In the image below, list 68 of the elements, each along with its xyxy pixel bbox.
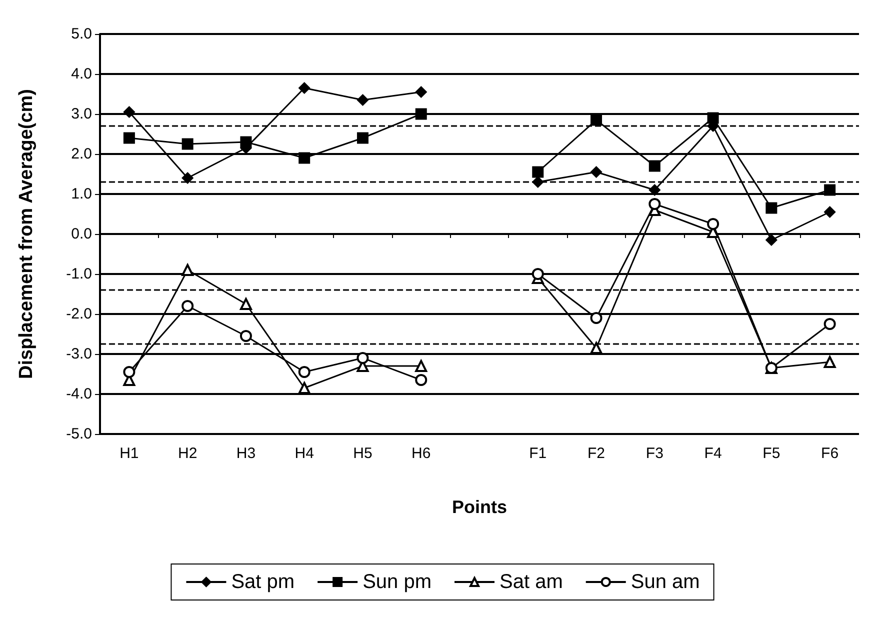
- point: [766, 234, 778, 246]
- x-axis-title: Points: [452, 497, 508, 517]
- point: [356, 352, 369, 364]
- x-tick-label: F3: [646, 445, 664, 462]
- point: [356, 132, 368, 144]
- x-tick-label: F5: [762, 445, 780, 462]
- point: [298, 82, 310, 94]
- point: [590, 166, 602, 178]
- point: [590, 342, 602, 354]
- point: [766, 202, 778, 214]
- point: [648, 184, 660, 196]
- point: [182, 264, 194, 276]
- point: [123, 106, 135, 118]
- point: [123, 132, 135, 144]
- point: [298, 366, 310, 378]
- x-tick-label: H4: [294, 445, 314, 462]
- x-tick-label: H6: [412, 445, 431, 462]
- point: [707, 218, 720, 230]
- x-tick-label: F6: [821, 445, 839, 462]
- x-tick-label: F1: [529, 445, 547, 462]
- point: [824, 356, 836, 368]
- point: [415, 374, 428, 386]
- y-tick-label: 5.0: [71, 26, 92, 42]
- point: [532, 166, 544, 178]
- y-tick-label: 0.0: [71, 226, 92, 242]
- point: [532, 268, 544, 280]
- point: [765, 362, 778, 374]
- point: [356, 94, 368, 106]
- point: [415, 108, 427, 120]
- point: [240, 330, 252, 342]
- point: [648, 198, 661, 210]
- point: [415, 360, 428, 372]
- point: [182, 172, 194, 184]
- point: [824, 318, 836, 330]
- legend-label: Sat am: [500, 571, 563, 593]
- point: [298, 152, 310, 164]
- y-tick-label: -2.0: [66, 306, 92, 322]
- point: [648, 160, 660, 172]
- point: [298, 382, 310, 394]
- point: [590, 114, 602, 126]
- legend-label: Sat pm: [231, 571, 295, 593]
- x-tick-label: H2: [178, 445, 198, 462]
- point: [182, 300, 194, 312]
- y-tick-label: -5.0: [66, 426, 92, 442]
- y-tick-label: 3.0: [71, 106, 92, 122]
- legend-label: Sun pm: [362, 571, 432, 593]
- point: [240, 298, 252, 310]
- point: [824, 206, 836, 218]
- point: [415, 86, 427, 98]
- point: [182, 138, 194, 150]
- point: [123, 366, 136, 378]
- x-tick-label: F4: [704, 445, 722, 462]
- x-tick-label: F2: [588, 445, 606, 462]
- y-tick-label: -4.0: [66, 386, 92, 402]
- y-tick-label: 1.0: [71, 186, 92, 202]
- point: [707, 112, 719, 124]
- point: [240, 136, 252, 148]
- y-tick-label: 4.0: [71, 66, 92, 82]
- point: [590, 312, 602, 324]
- y-tick-label: -1.0: [66, 266, 92, 282]
- y-tick-label: 2.0: [71, 146, 92, 162]
- x-tick-label: H5: [353, 445, 372, 462]
- x-tick-label: H3: [236, 445, 256, 462]
- y-tick-label: -3.0: [66, 346, 92, 362]
- y-axis-title: Displacement from Average(cm): [16, 88, 37, 380]
- point: [824, 184, 836, 196]
- legend-label: Sun am: [630, 571, 700, 593]
- x-tick-label: H1: [120, 445, 139, 462]
